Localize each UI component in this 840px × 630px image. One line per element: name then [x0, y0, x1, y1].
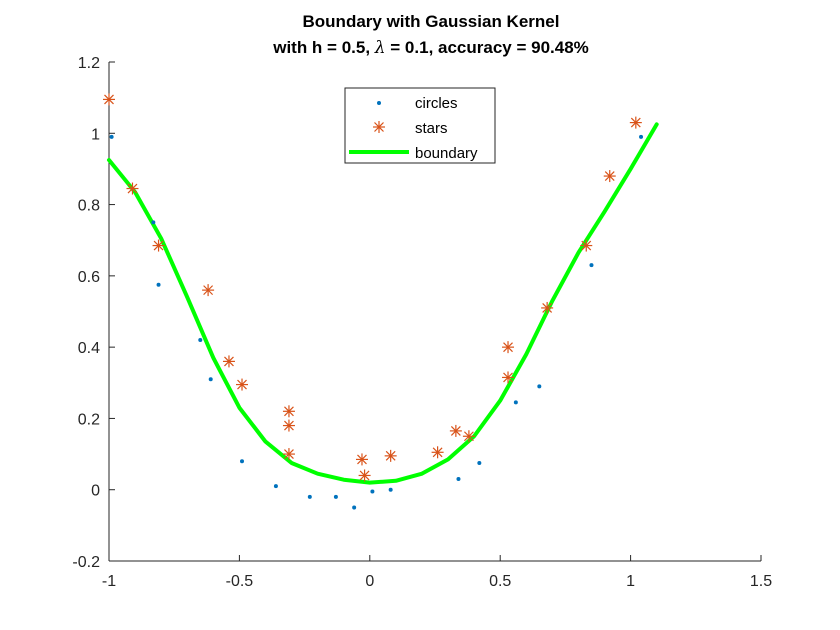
- x-tick-label: 1.5: [750, 573, 772, 590]
- x-tick-label: -0.5: [226, 573, 254, 590]
- y-tick-label: -0.2: [72, 554, 100, 571]
- star-point: [580, 239, 593, 252]
- star-point: [282, 448, 295, 461]
- star-point: [202, 284, 215, 297]
- x-tick-label: 0: [365, 573, 374, 590]
- star-point: [449, 424, 462, 437]
- circle-point: [156, 282, 161, 287]
- plot-area: [103, 93, 659, 510]
- y-tick-label: 0: [91, 483, 100, 500]
- circle-point: [456, 477, 461, 482]
- star-point: [462, 430, 475, 443]
- boundary-line: [107, 122, 659, 485]
- circle-point: [273, 484, 278, 489]
- y-tick-label: 0.2: [78, 411, 100, 428]
- circle-point: [198, 338, 203, 343]
- circle-point: [477, 460, 482, 465]
- x-tick-label: -1: [102, 573, 116, 590]
- circle-point: [370, 489, 375, 494]
- star-point: [126, 182, 139, 195]
- circle-point: [589, 263, 594, 268]
- star-point: [603, 170, 616, 183]
- y-tick-label: 0.4: [78, 340, 100, 357]
- star-point: [358, 469, 371, 482]
- circle-point: [513, 400, 518, 405]
- star-point: [236, 378, 249, 391]
- star-point: [384, 449, 397, 462]
- circle-point: [240, 459, 245, 464]
- star-point: [152, 239, 165, 252]
- star-point: [222, 355, 235, 368]
- circle-point: [352, 505, 357, 510]
- star-point: [629, 116, 642, 129]
- star-point: [282, 419, 295, 432]
- circle-point: [537, 384, 542, 389]
- chart-title-line1: Boundary with Gaussian Kernel: [303, 12, 560, 31]
- star-point: [541, 301, 554, 314]
- y-tick-label: 0.6: [78, 269, 100, 286]
- star-point: [103, 93, 115, 106]
- star-point: [502, 371, 515, 384]
- legend-boundary-label: boundary: [415, 145, 478, 162]
- legend-circles-marker: [377, 101, 381, 105]
- legend-circles-label: circles: [415, 95, 458, 112]
- x-tick-label: 0.5: [489, 573, 511, 590]
- circle-point: [333, 494, 338, 499]
- star-point: [355, 453, 368, 466]
- circle-point: [388, 487, 393, 492]
- circle-point: [109, 134, 114, 139]
- circle-point: [639, 134, 644, 139]
- circle-point: [307, 494, 312, 499]
- x-tick-label: 1: [626, 573, 635, 590]
- legend-stars-marker: [373, 121, 385, 133]
- y-tick-label: 1.2: [78, 55, 100, 72]
- star-point: [431, 446, 444, 459]
- y-tick-label: 1: [91, 126, 100, 143]
- star-point: [502, 341, 515, 354]
- star-point: [282, 405, 295, 418]
- chart-title-line2: with h = 0.5, λ = 0.1, accuracy = 90.48%: [272, 38, 589, 58]
- circle-point: [151, 220, 156, 225]
- legend: circles stars boundary: [344, 87, 496, 164]
- y-tick-label: 0.8: [78, 198, 100, 215]
- axes: -1 -0.5 0 0.5 1 1.5 -0.2 0 0.2 0.4 0.6 0.8 1 1.2: [72, 55, 772, 590]
- legend-stars-label: stars: [415, 120, 448, 137]
- circle-point: [208, 377, 213, 382]
